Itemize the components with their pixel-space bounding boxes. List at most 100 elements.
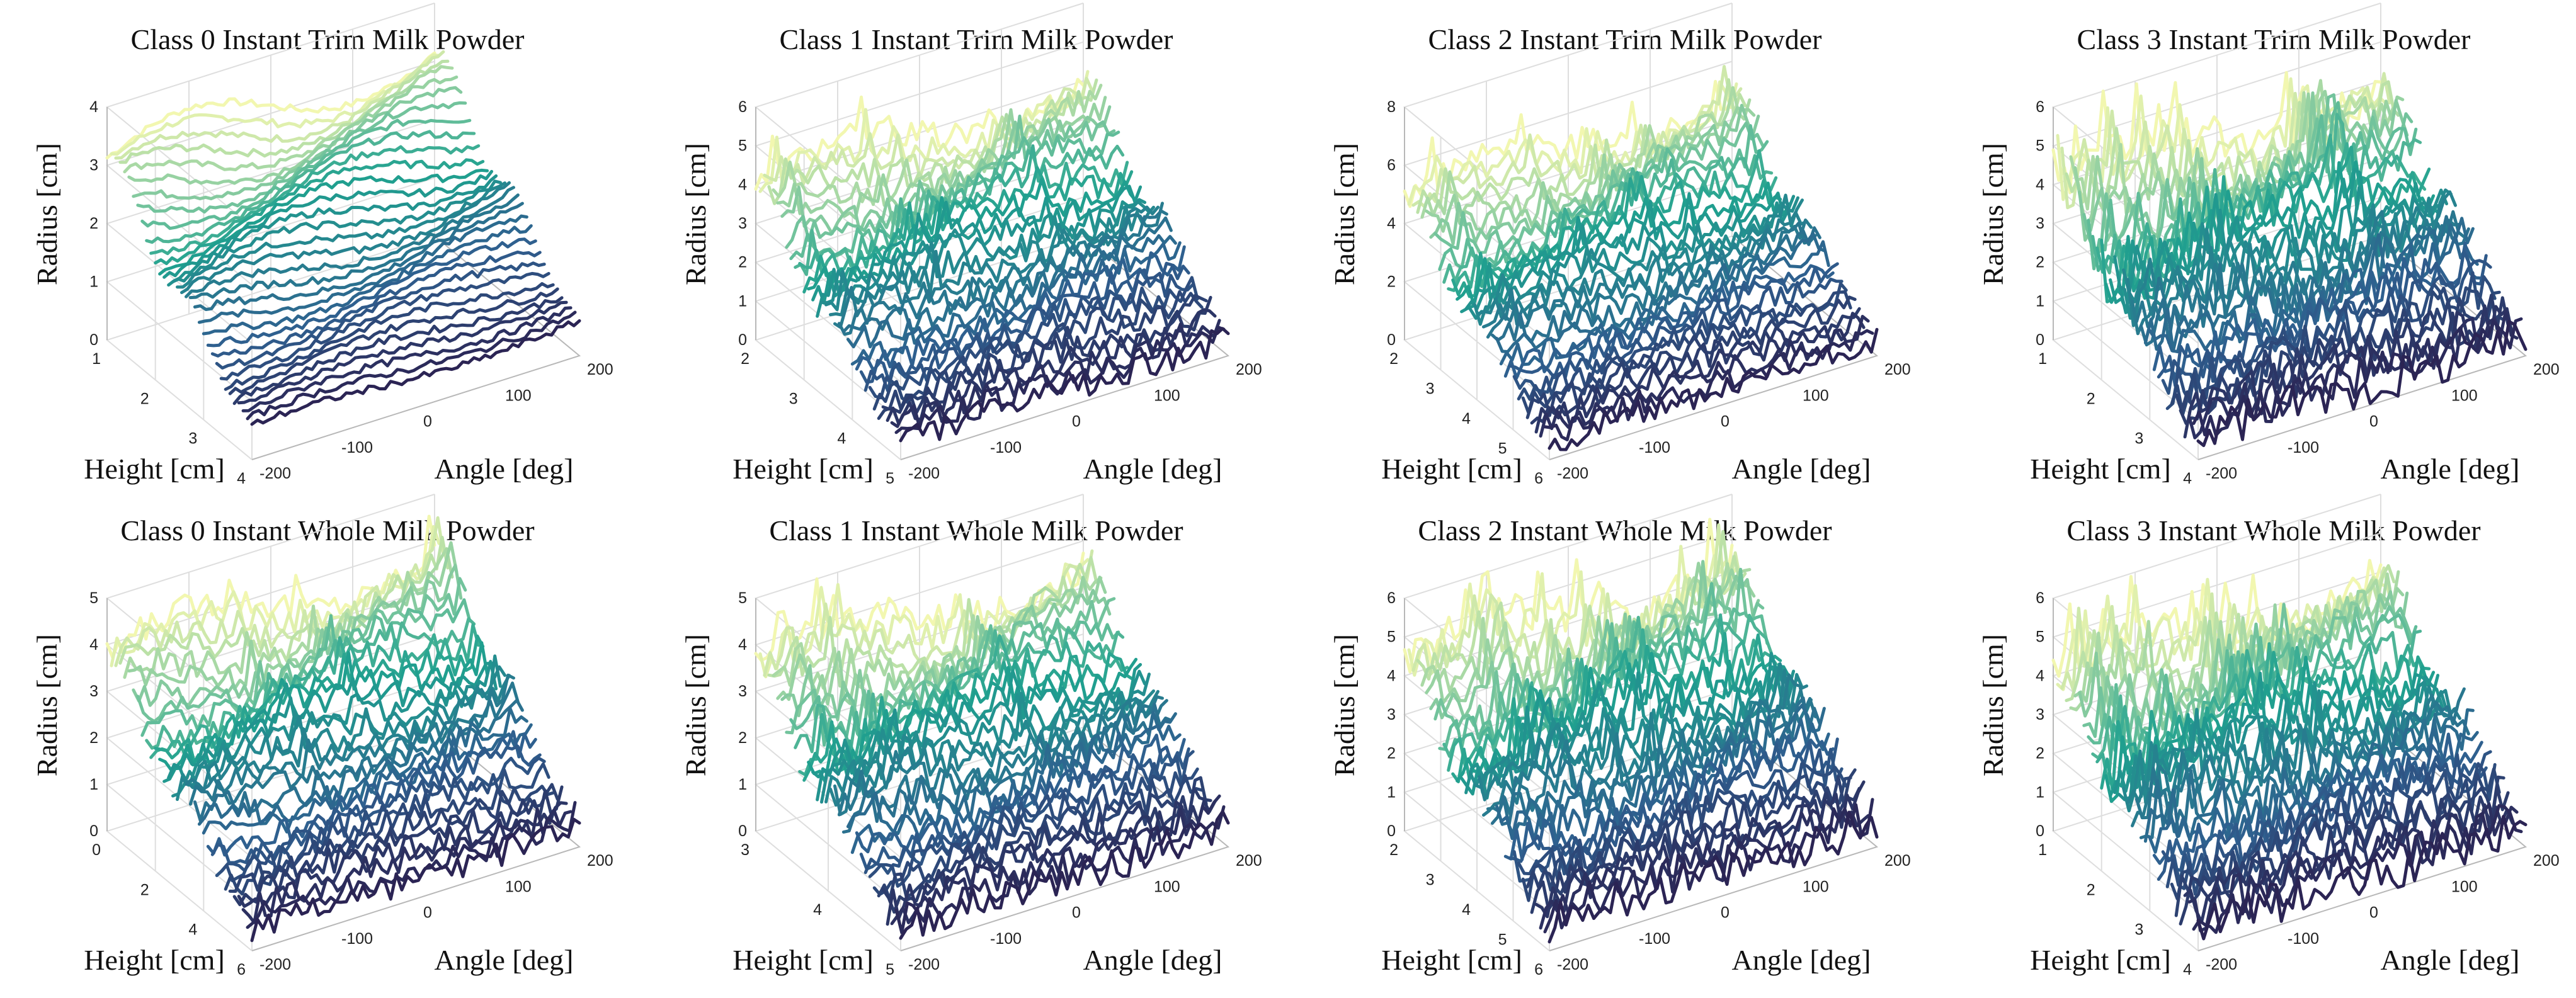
- x-tick-label: 4: [2183, 961, 2192, 978]
- data-trace: [188, 193, 520, 300]
- data-trace: [2131, 210, 2461, 336]
- data-trace: [167, 174, 498, 287]
- data-trace: [2196, 320, 2528, 448]
- z-tick-label: 4: [2036, 176, 2044, 193]
- z-tick-label: 0: [89, 331, 98, 349]
- chart-panel: Class 2 Instant Whole Milk Powder 0 1 2 3 4 5 6…: [1310, 491, 1940, 989]
- y-tick-label: -200: [908, 465, 940, 482]
- data-trace: [863, 750, 1195, 875]
- data-trace: [250, 319, 581, 426]
- data-trace: [890, 794, 1221, 926]
- data-trace: [193, 698, 524, 822]
- data-trace: [837, 209, 1168, 336]
- data-trace: [127, 541, 459, 691]
- data-trace: [754, 77, 1085, 191]
- x-tick-label: 3: [2134, 921, 2143, 939]
- data-trace: [1521, 290, 1852, 415]
- y-tick-label: 0: [423, 413, 432, 431]
- data-trace: [1499, 240, 1830, 366]
- y-tick-label: 0: [1721, 904, 1730, 922]
- data-trace: [171, 654, 502, 798]
- data-trace: [145, 130, 476, 244]
- x-tick-label: 0: [92, 841, 101, 859]
- data-trace: [241, 807, 573, 924]
- data-trace: [1460, 191, 1791, 314]
- x-axis-label: Height [cm]: [84, 453, 225, 485]
- data-trace: [2113, 675, 2444, 795]
- y-axis-label: Angle [deg]: [435, 453, 574, 485]
- y-tick-label: -200: [259, 956, 291, 973]
- data-trace: [855, 245, 1186, 372]
- chart-title: Class 2 Instant Trim Milk Powder: [1428, 23, 1822, 55]
- data-trace: [811, 663, 1143, 779]
- data-trace: [886, 800, 1217, 926]
- x-tick-label: 3: [741, 841, 749, 859]
- data-trace: [890, 319, 1221, 429]
- z-tick-label: 1: [738, 776, 747, 793]
- z-tick-label: 1: [89, 776, 98, 793]
- data-trace: [114, 50, 445, 160]
- data-trace: [1503, 734, 1835, 861]
- data-trace: [1530, 307, 1861, 425]
- data-trace: [162, 169, 494, 279]
- data-trace: [241, 306, 573, 412]
- z-tick-label: 0: [89, 822, 98, 840]
- chart-title: Class 1 Instant Trim Milk Powder: [780, 23, 1173, 55]
- data-trace: [837, 699, 1168, 817]
- data-trace: [114, 516, 445, 667]
- data-trace: [197, 706, 528, 826]
- x-tick-label: 3: [188, 430, 197, 448]
- data-trace: [2134, 687, 2466, 822]
- x-tick-label: 4: [1462, 410, 1471, 428]
- chart-title: Class 2 Instant Whole Milk Powder: [1418, 514, 1832, 547]
- x-tick-label: 2: [741, 350, 749, 368]
- data-trace: [140, 118, 472, 230]
- y-tick-label: 0: [2369, 904, 2378, 922]
- x-tick-label: 2: [2087, 390, 2095, 407]
- z-tick-label: 5: [89, 589, 98, 607]
- data-trace: [841, 703, 1173, 834]
- x-tick-label: 2: [140, 881, 149, 899]
- data-trace: [1447, 613, 1778, 772]
- data-trace: [868, 767, 1199, 888]
- surface-plot: Class 2 Instant Whole Milk Powder 0 1 2 3 4 5 6…: [1328, 494, 1911, 978]
- z-tick-label: 2: [2036, 745, 2044, 763]
- z-tick-label: 2: [738, 729, 747, 747]
- z-tick-label: 8: [1387, 98, 1396, 116]
- surface-plot: Class 1 Instant Trim Milk Powder 0 1 2 3 4 5 6 2…: [680, 3, 1262, 487]
- x-tick-label: 4: [837, 430, 846, 448]
- data-trace: [1539, 808, 1870, 930]
- data-trace: [2122, 684, 2453, 813]
- x-tick-label: 5: [886, 470, 894, 487]
- data-trace: [1438, 124, 1769, 271]
- data-trace: [1442, 613, 1774, 758]
- z-tick-label: 5: [738, 137, 747, 155]
- data-trace: [185, 673, 515, 793]
- y-tick-label: 200: [2533, 852, 2560, 870]
- surface-plot: Class 2 Instant Trim Milk Powder02468234…: [1328, 3, 1911, 487]
- x-tick-label: 3: [1426, 871, 1435, 889]
- chart-title: Class 1 Instant Whole Milk Powder: [769, 514, 1183, 547]
- z-tick-label: 2: [1387, 745, 1396, 763]
- z-tick-label: 4: [1387, 667, 1396, 684]
- x-axis-label: Height [cm]: [84, 944, 225, 976]
- data-trace: [2152, 241, 2483, 378]
- data-trace: [140, 598, 472, 737]
- y-tick-label: 100: [505, 387, 532, 404]
- data-trace: [2196, 815, 2528, 941]
- data-trace: [868, 276, 1199, 400]
- x-tick-label: 3: [1426, 380, 1435, 398]
- data-trace: [763, 76, 1094, 186]
- y-tick-label: 100: [1154, 387, 1180, 404]
- z-tick-label: 6: [738, 98, 747, 116]
- y-tick-label: -100: [1639, 930, 1670, 948]
- y-tick-label: -100: [2288, 439, 2319, 456]
- y-tick-label: -200: [2206, 465, 2237, 482]
- z-tick-label: 1: [738, 292, 747, 310]
- data-trace: [158, 168, 489, 276]
- x-tick-label: 6: [1534, 470, 1543, 487]
- z-tick-label: 5: [738, 589, 747, 607]
- y-axis-label: Angle [deg]: [2381, 453, 2520, 485]
- data-trace: [197, 214, 528, 324]
